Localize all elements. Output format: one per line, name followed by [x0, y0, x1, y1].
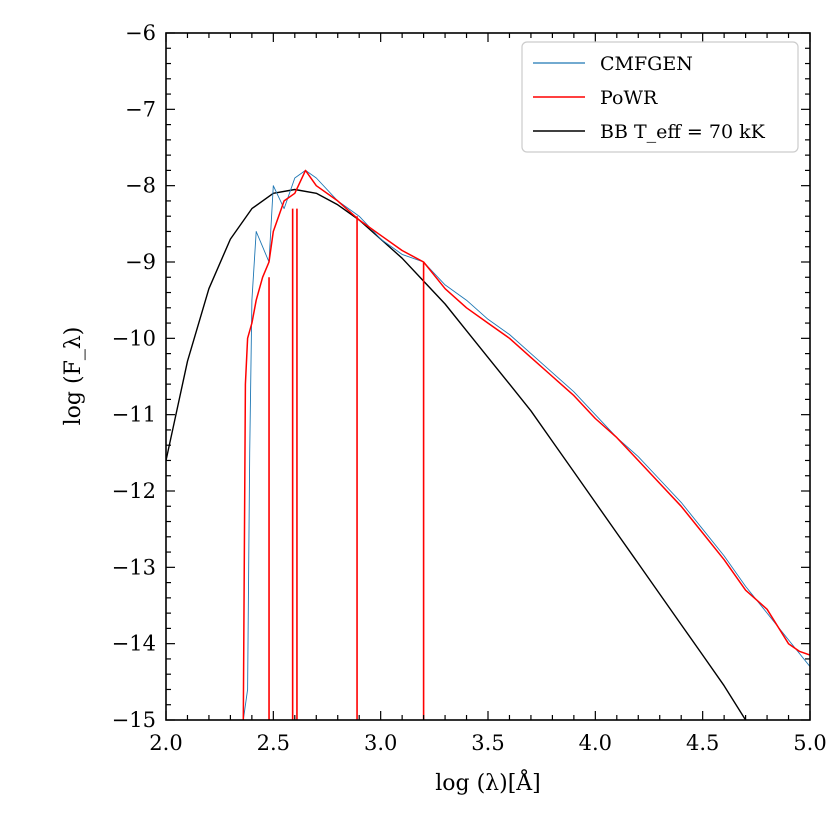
legend-label-powr: PoWR: [600, 87, 658, 109]
x-tick-label: 2.0: [149, 731, 182, 755]
x-tick-label: 3.0: [364, 731, 397, 755]
y-tick-label: −13: [112, 555, 156, 579]
legend-label-bb: BB T_eff = 70 kK: [600, 121, 766, 143]
y-axis-label: log (F_λ): [61, 327, 86, 426]
y-tick-label: −8: [125, 174, 156, 198]
series-layer: [166, 169, 810, 720]
y-tick-label: −12: [112, 479, 156, 503]
series-line-bb: [166, 188, 747, 720]
x-tick-label: 3.5: [471, 731, 504, 755]
y-tick-label: −10: [112, 326, 156, 350]
legend-label-cmfgen: CMFGEN: [600, 53, 693, 75]
y-tick-label: −15: [112, 708, 156, 732]
x-axis-label: log (λ)[Å]: [435, 768, 541, 796]
series-line-cmfgen: [242, 169, 810, 720]
ticks-layer: 2.0 2.5 3.0 3.5 4.0 4.5 5.0 −6 −7 −8 −9 −10 −11 −12 −1…: [112, 21, 827, 755]
y-tick-label: −9: [125, 250, 156, 274]
x-tick-label: 2.5: [257, 731, 290, 755]
y-tick-label: −11: [112, 403, 156, 427]
plot-frame: [165, 32, 811, 721]
x-tick-label: 5.0: [793, 731, 826, 755]
y-tick-label: −14: [112, 632, 156, 656]
x-tick-label: 4.5: [686, 731, 719, 755]
y-tick-label: −6: [125, 21, 156, 45]
x-tick-label: 4.0: [579, 731, 612, 755]
y-tick-label: −7: [125, 97, 156, 121]
legend: CMFGEN PoWR BB T_eff = 70 kK: [521, 41, 799, 153]
series-line-powr: [242, 169, 810, 720]
legend-box: [521, 41, 799, 153]
